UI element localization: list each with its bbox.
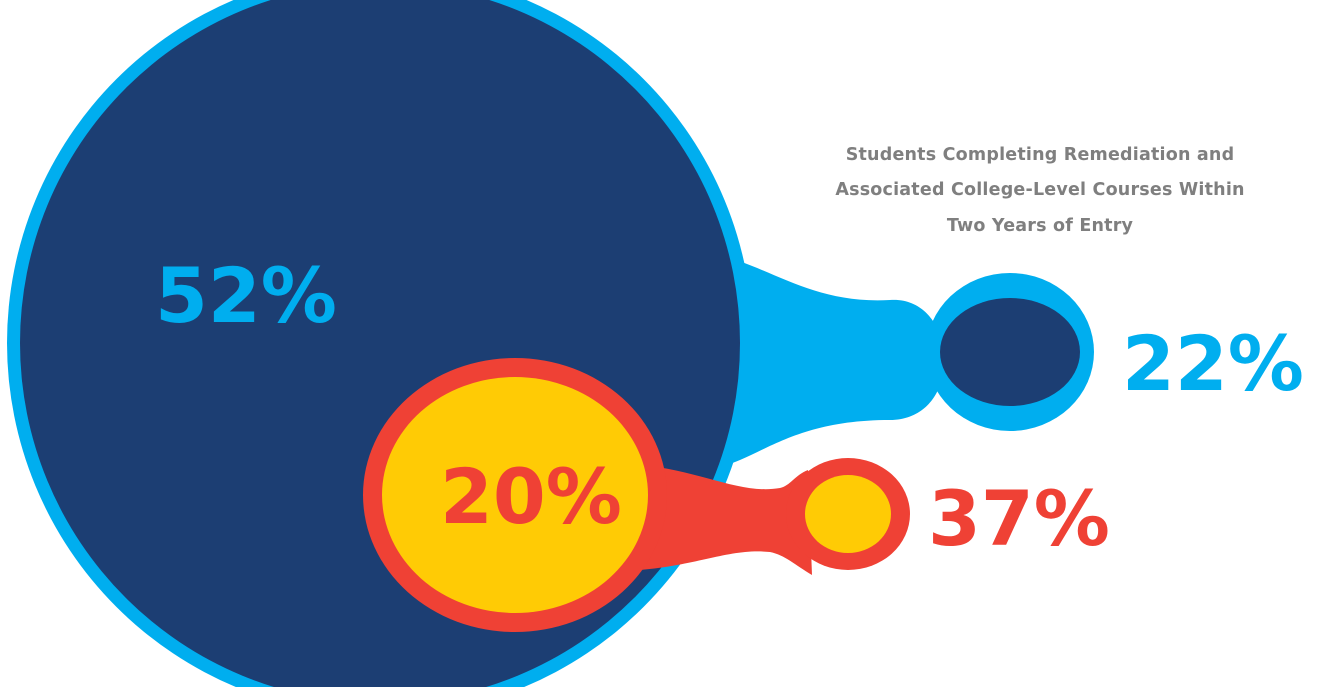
red-connector-band <box>640 465 812 575</box>
blue-connector-band <box>690 250 940 472</box>
chart-title: Students Completing Remediation and Asso… <box>835 145 1244 236</box>
red-small-bubble <box>805 475 891 553</box>
blue-small-value-label: 22% <box>1122 319 1304 408</box>
red-large-bubble <box>382 377 648 613</box>
blue-small-bubble <box>940 298 1080 406</box>
red-large-value-label: 20% <box>440 452 622 541</box>
chart-title-line-2: Associated College-Level Courses Within <box>835 180 1244 200</box>
chart-title-line-1: Students Completing Remediation and <box>846 145 1235 165</box>
blue-large-value-label: 52% <box>155 251 337 340</box>
chart-title-line-3: Two Years of Entry <box>947 216 1134 236</box>
blue-large-bubble <box>20 0 740 692</box>
red-small-value-label: 37% <box>928 474 1110 563</box>
red-bubble-group <box>363 358 910 632</box>
